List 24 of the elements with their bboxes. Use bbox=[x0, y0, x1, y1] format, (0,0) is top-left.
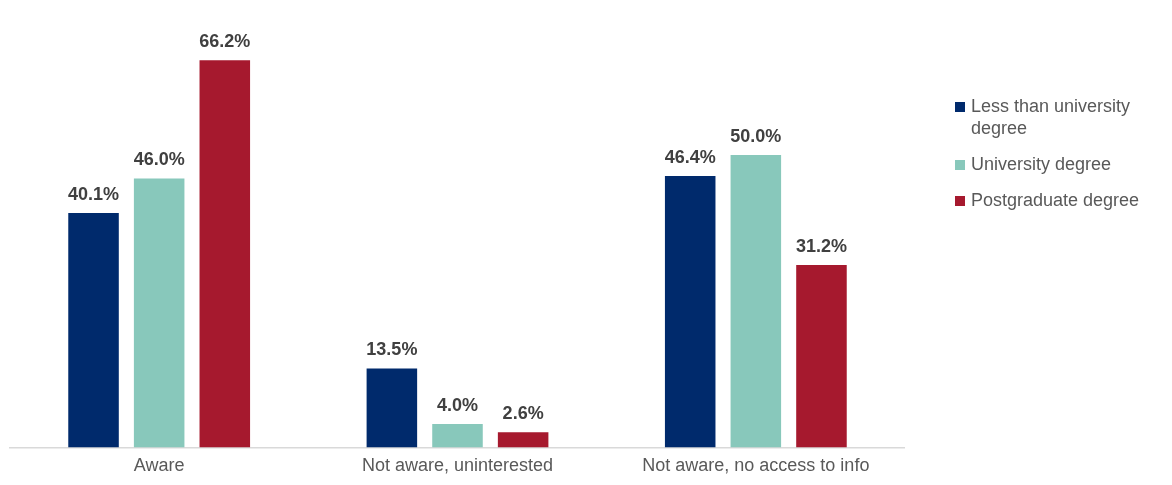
data-label: 2.6% bbox=[502, 403, 544, 424]
x-tick-label: Not aware, no access to info bbox=[642, 455, 870, 476]
bar bbox=[199, 60, 251, 448]
bar bbox=[730, 155, 782, 448]
bar bbox=[432, 424, 483, 448]
data-label: 46.4% bbox=[664, 147, 716, 168]
data-label: 31.2% bbox=[795, 235, 847, 256]
bar bbox=[133, 178, 185, 448]
data-label: 4.0% bbox=[436, 394, 479, 415]
bar bbox=[497, 432, 549, 448]
data-label: 50.0% bbox=[730, 126, 782, 147]
bar bbox=[68, 212, 119, 448]
data-label: 13.5% bbox=[366, 339, 418, 360]
legend-label: Less than university degree bbox=[971, 95, 1132, 139]
legend-label: University degree bbox=[971, 153, 1112, 175]
data-label: 40.1% bbox=[68, 183, 120, 204]
x-tick-label: Not aware, uninterested bbox=[361, 455, 554, 476]
legend-label: Postgraduate degree bbox=[971, 189, 1140, 211]
bar bbox=[366, 368, 418, 448]
data-label: 46.0% bbox=[133, 149, 185, 170]
bar bbox=[664, 176, 716, 448]
x-tick-label: Aware bbox=[133, 455, 185, 476]
bar bbox=[796, 264, 847, 448]
data-label: 66.2% bbox=[199, 31, 251, 52]
